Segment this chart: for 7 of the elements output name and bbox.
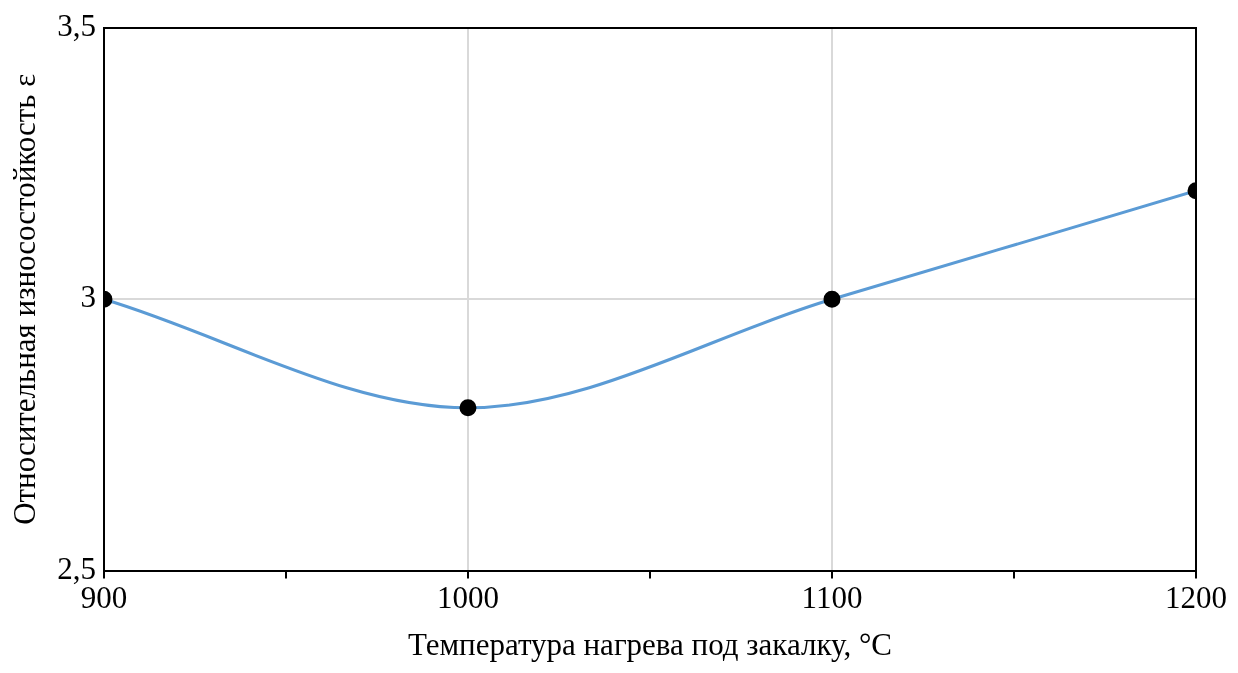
x-axis-title: Температура нагрева под закалку, °C [407, 626, 893, 662]
x-tick-label: 1000 [436, 580, 499, 616]
x-tick-label: 1100 [801, 580, 863, 616]
y-axis-title: Относительная износостойкость ε [6, 73, 42, 525]
y-tick-label: 3 [80, 279, 96, 315]
y-tick-label: 3,5 [57, 8, 96, 44]
x-tick-label: 1200 [1165, 580, 1227, 616]
